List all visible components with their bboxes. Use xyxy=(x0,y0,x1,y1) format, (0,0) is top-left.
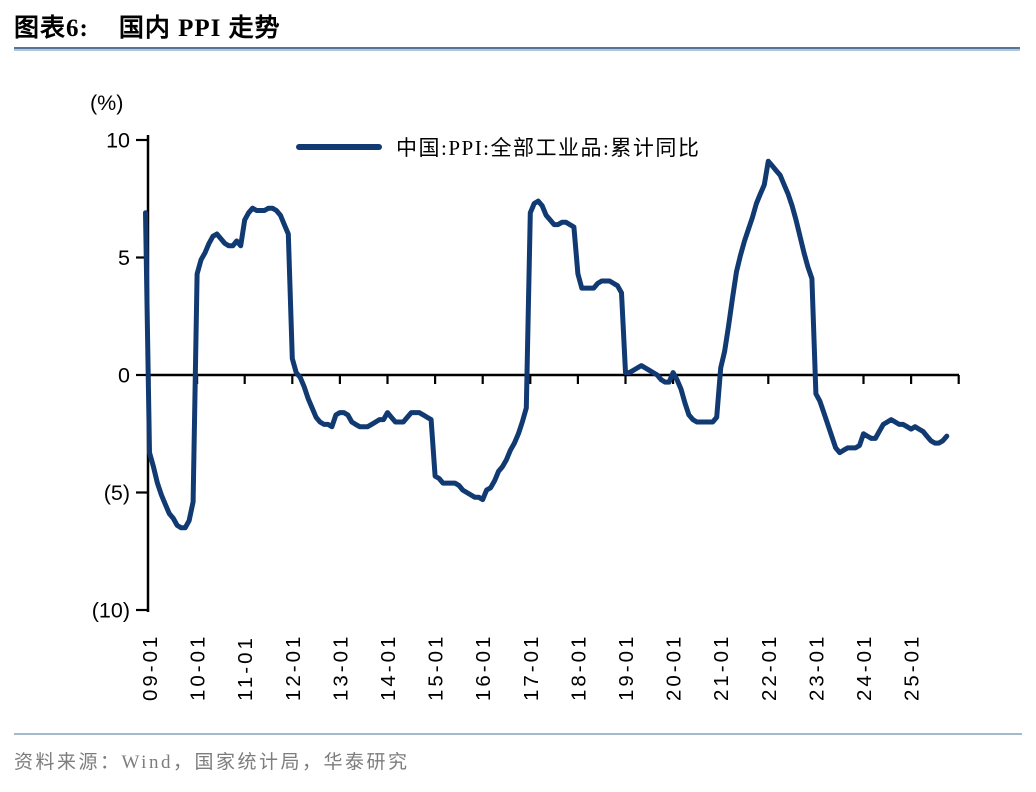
chart-number-label: 图表6: xyxy=(14,15,89,42)
x-axis-tick-label: 23-01 xyxy=(805,634,828,701)
title-divider xyxy=(14,47,1020,51)
x-axis-tick-label: 16-01 xyxy=(472,634,495,701)
legend-series-label: 中国:PPI:全部工业品:累计同比 xyxy=(396,136,701,160)
x-axis-tick-label: 17-01 xyxy=(520,634,543,701)
y-axis-tick-label: 5 xyxy=(118,246,130,270)
x-axis-tick-label: 09-01 xyxy=(139,634,162,701)
x-axis-tick-label: 10-01 xyxy=(187,634,210,701)
source-note: 资料来源：Wind，国家统计局，华泰研究 xyxy=(14,752,410,773)
x-axis-tick-label: 18-01 xyxy=(567,634,590,701)
x-axis-tick-label: 25-01 xyxy=(901,634,924,701)
legend-line-swatch xyxy=(296,144,382,150)
y-axis-tick-label: 10 xyxy=(106,129,130,153)
x-axis-tick-label: 19-01 xyxy=(615,634,638,701)
chart-title: 图表6: 国内 PPI 走势 xyxy=(14,8,281,44)
ppi-series-line xyxy=(143,158,950,531)
x-axis-tick-label: 12-01 xyxy=(282,634,305,701)
y-axis-unit-label: (%) xyxy=(90,91,123,115)
x-axis-tick-label: 22-01 xyxy=(758,634,781,701)
y-axis-tick-label: (5) xyxy=(104,481,130,505)
x-axis-tick-label: 13-01 xyxy=(329,634,352,701)
x-axis-tick-label: 20-01 xyxy=(663,634,686,701)
page-title: 国内 PPI 走势 xyxy=(118,15,281,42)
x-axis-tick-label: 15-01 xyxy=(425,634,448,701)
y-axis-tick-label: 0 xyxy=(118,364,130,388)
legend: 中国:PPI:全部工业品:累计同比 xyxy=(296,132,700,162)
y-axis-tick-label: (10) xyxy=(92,599,130,623)
x-axis-tick-label: 24-01 xyxy=(853,634,876,701)
footer-divider xyxy=(14,733,1022,735)
x-axis-tick-label: 21-01 xyxy=(710,634,733,701)
x-axis-tick-label: 14-01 xyxy=(377,634,400,701)
x-axis-tick-label: 11-01 xyxy=(234,635,257,701)
